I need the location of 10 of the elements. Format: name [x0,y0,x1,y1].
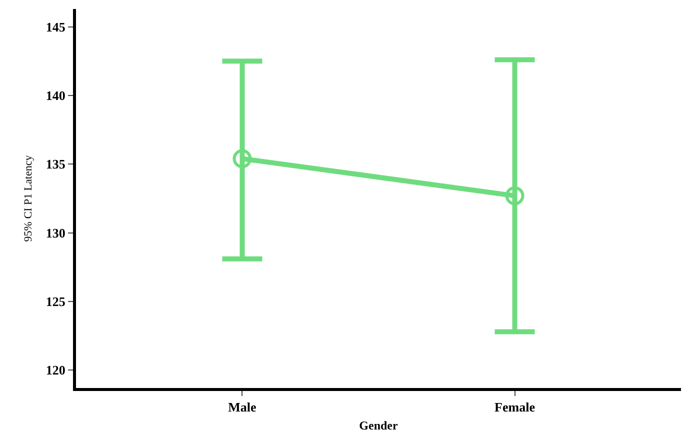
y-tick-label: 145 [46,19,66,34]
x-tick-label: Female [494,400,536,415]
y-tick-label: 130 [46,225,66,240]
y-tick-label: 135 [46,156,66,172]
y-tick-label: 140 [46,88,66,104]
x-tick-label: Male [228,400,257,415]
x-axis-title: Gender [359,418,398,432]
y-tick-label: 120 [46,362,66,378]
y-axis-title: 95% CI P1 Latency [22,154,35,242]
y-tick-label: 125 [46,294,66,310]
